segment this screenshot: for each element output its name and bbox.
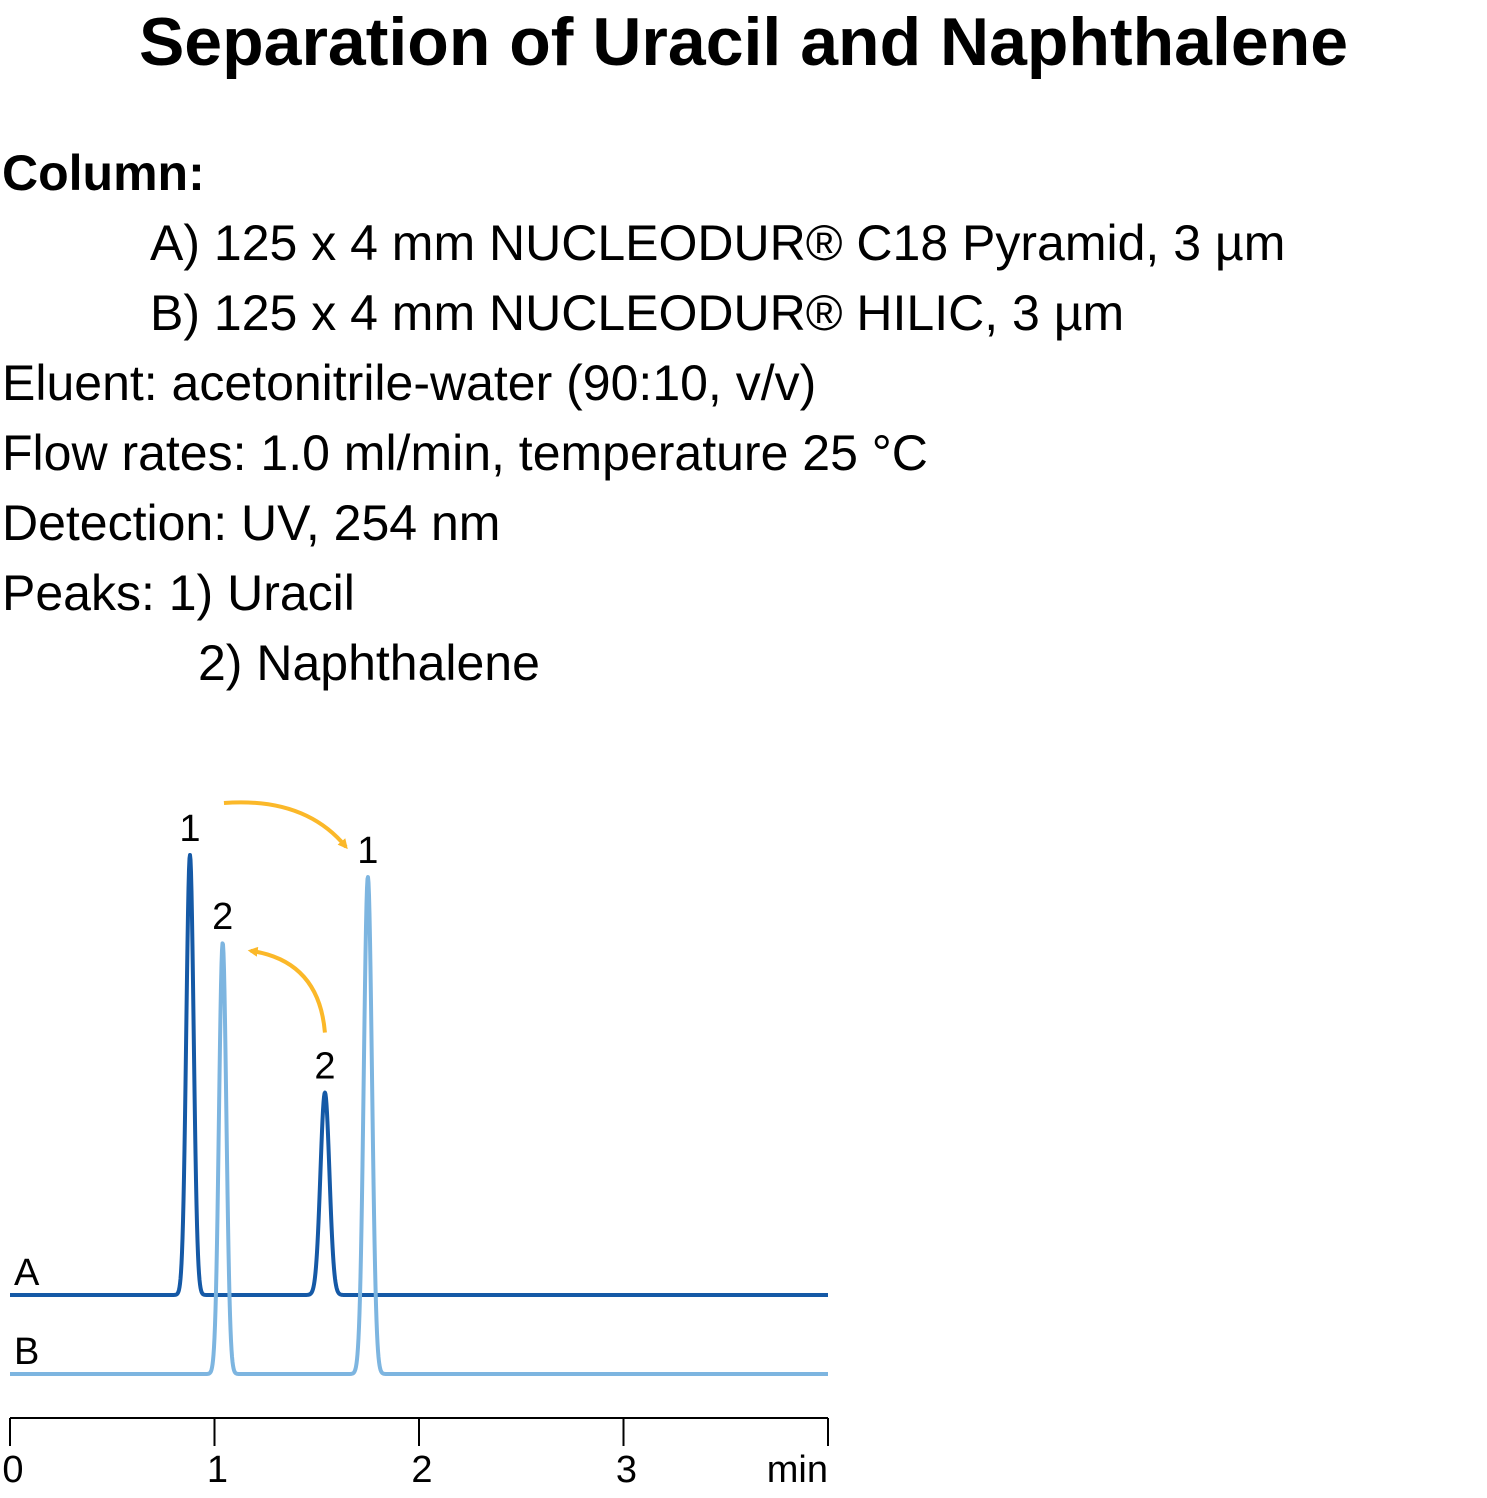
series-label-a: A [14,1252,40,1294]
trace-b [8,875,830,1376]
trace-a [8,853,830,1297]
x-tick-label-2: 2 [411,1449,432,1491]
x-tick-label-3: 3 [616,1449,637,1491]
detection-text: Detection: UV, 254 nm [2,495,501,551]
peak-label-a-2: 2 [314,1046,335,1088]
x-axis: 0 1 2 3 min [2,1417,829,1491]
peaks-text-2: 2) Naphthalene [198,635,540,691]
x-tick-label-1: 1 [207,1449,228,1491]
column-a-text: A) 125 x 4 mm NUCLEODUR® C18 Pyramid, 3 … [150,215,1286,271]
chromatogram-chart: A 1 2 B 2 1 0 1 2 3 min [2,800,830,1491]
shift-arrow-2 [247,946,327,1033]
labels-group: A 1 2 B 2 1 [14,808,378,1373]
peak-label-a-1: 1 [179,808,200,850]
flow-text: Flow rates: 1.0 ml/min, temperature 25 °… [2,425,928,481]
peak-label-b-2: 2 [212,896,233,938]
traces-group [8,853,830,1376]
column-b-text: B) 125 x 4 mm NUCLEODUR® HILIC, 3 µm [150,285,1125,341]
page-title: Separation of Uracil and Naphthalene [138,4,1349,80]
arrows-group [223,800,348,1033]
shift-arrow-1 [223,800,348,850]
eluent-text: Eluent: acetonitrile-water (90:10, v/v) [2,355,817,411]
x-axis-unit-label: min [767,1449,828,1491]
peaks-text-1: Peaks: 1) Uracil [2,565,355,621]
x-tick-label-0: 0 [2,1449,23,1491]
peak-label-b-1: 1 [357,830,378,872]
series-label-b: B [14,1331,39,1373]
column-heading: Column: [2,145,205,201]
